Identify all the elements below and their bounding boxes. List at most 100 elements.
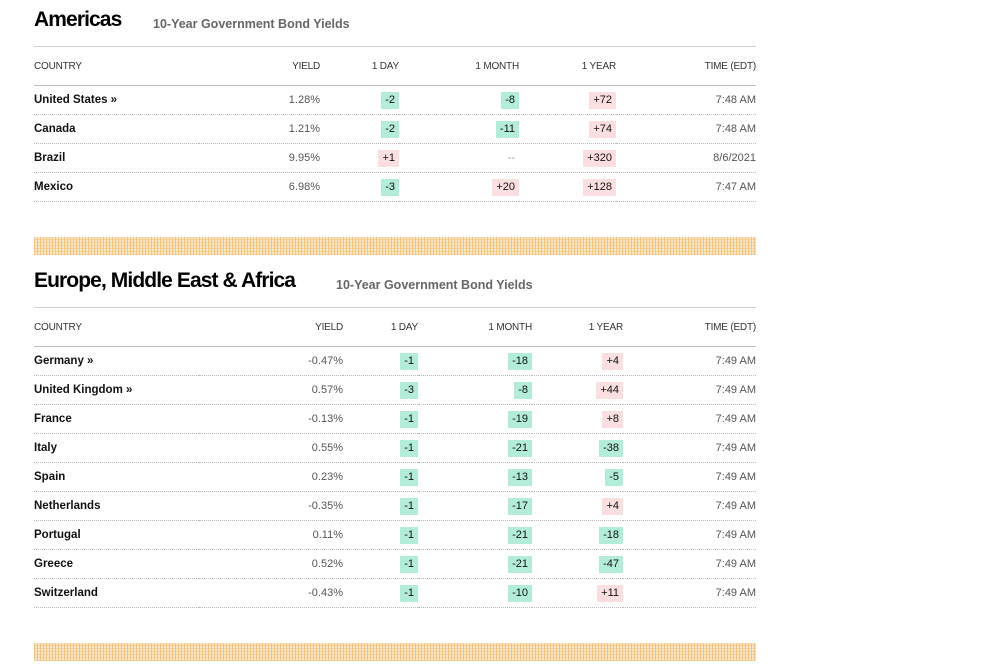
change-1-day-cell: -1 (343, 462, 418, 492)
country-name: Brazil (34, 143, 199, 173)
table-row[interactable]: Mexico 6.98% -3 +20 +128 7:47 AM (34, 172, 756, 202)
col-header-1-year[interactable]: 1 YEAR (519, 47, 616, 86)
change-1-day-cell: -1 (343, 520, 418, 550)
emea-section: Europe, Middle East & Africa 10-Year Gov… (34, 261, 756, 608)
country-link[interactable]: Germany » (34, 346, 199, 376)
emea-header: Europe, Middle East & Africa 10-Year Gov… (34, 261, 756, 308)
change-1-year-cell: -38 (532, 433, 623, 463)
table-row[interactable]: Italy 0.55% -1 -21 -38 7:49 AM (34, 433, 756, 463)
col-header-1-year[interactable]: 1 YEAR (532, 308, 623, 347)
table-row[interactable]: United States » 1.28% -2 -8 +72 7:48 AM (34, 85, 756, 115)
change-1-month-badge: +20 (492, 178, 519, 196)
yield-value: 1.21% (199, 114, 320, 144)
table-header-row: COUNTRY YIELD 1 DAY 1 MONTH 1 YEAR TIME … (34, 47, 756, 86)
change-1-month-cell: -11 (399, 114, 519, 144)
change-1-month-badge: -21 (508, 526, 532, 544)
section-divider-stripe (34, 237, 756, 255)
col-header-country[interactable]: COUNTRY (34, 47, 199, 86)
yield-value: -0.35% (199, 491, 343, 521)
col-header-yield[interactable]: YIELD (199, 47, 320, 86)
country-link[interactable]: United Kingdom » (34, 375, 199, 405)
col-header-time[interactable]: TIME (EDT) (616, 47, 756, 86)
change-1-month-cell: -8 (399, 85, 519, 115)
time-value: 7:49 AM (623, 404, 756, 434)
americas-header: Americas 10-Year Government Bond Yields (34, 0, 756, 47)
table-row[interactable]: France -0.13% -1 -19 +8 7:49 AM (34, 404, 756, 434)
time-value: 8/6/2021 (616, 143, 756, 173)
change-1-year-badge: +11 (597, 584, 623, 602)
country-name: Netherlands (34, 491, 199, 521)
change-1-year-cell: -47 (532, 549, 623, 579)
change-1-year-cell: +44 (532, 375, 623, 405)
time-value: 7:49 AM (623, 433, 756, 463)
americas-table-body: United States » 1.28% -2 -8 +72 7:48 AM Canada… (34, 85, 756, 202)
change-1-year-badge: +74 (589, 120, 616, 138)
change-1-year-cell: +4 (532, 346, 623, 376)
change-1-month-badge: -18 (508, 352, 532, 370)
col-header-time[interactable]: TIME (EDT) (623, 308, 756, 347)
change-1-month-cell: -- (399, 143, 519, 173)
change-1-year-cell: +4 (532, 491, 623, 521)
change-1-month-badge: -19 (508, 410, 532, 428)
table-row[interactable]: Brazil 9.95% +1 -- +320 8/6/2021 (34, 143, 756, 173)
change-1-month-badge: -8 (514, 381, 532, 399)
table-row[interactable]: Germany » -0.47% -1 -18 +4 7:49 AM (34, 346, 756, 376)
change-1-day-badge: -3 (381, 178, 399, 196)
change-1-month-cell: -8 (418, 375, 532, 405)
change-1-day-cell: -1 (343, 346, 418, 376)
change-1-day-cell: -1 (343, 404, 418, 434)
change-1-month-cell: -21 (418, 433, 532, 463)
change-1-year-badge: +8 (602, 410, 623, 428)
change-1-year-cell: +320 (519, 143, 616, 173)
col-header-yield[interactable]: YIELD (199, 308, 343, 347)
yield-value: 9.95% (199, 143, 320, 173)
yield-value: 0.11% (199, 520, 343, 550)
time-value: 7:49 AM (623, 578, 756, 608)
section-divider-stripe (34, 643, 756, 661)
table-row[interactable]: Switzerland -0.43% -1 -10 +11 7:49 AM (34, 578, 756, 608)
col-header-1-day[interactable]: 1 DAY (320, 47, 399, 86)
change-1-day-badge: -1 (400, 526, 418, 544)
col-header-country[interactable]: COUNTRY (34, 308, 199, 347)
change-1-year-badge: -47 (599, 555, 623, 573)
change-1-day-cell: -1 (343, 578, 418, 608)
section-subtitle: 10-Year Government Bond Yields (336, 278, 533, 292)
change-1-day-badge: -1 (400, 468, 418, 486)
change-1-month-cell: -21 (418, 520, 532, 550)
change-1-day-cell: +1 (320, 143, 399, 173)
change-1-day-cell: -1 (343, 491, 418, 521)
americas-bond-table: COUNTRY YIELD 1 DAY 1 MONTH 1 YEAR TIME … (34, 47, 756, 202)
change-1-month-badge: -21 (508, 555, 532, 573)
change-1-year-cell: +8 (532, 404, 623, 434)
col-header-1-day[interactable]: 1 DAY (343, 308, 418, 347)
change-1-day-badge: -1 (400, 497, 418, 515)
table-row[interactable]: Spain 0.23% -1 -13 -5 7:49 AM (34, 462, 756, 492)
change-1-day-badge: -1 (400, 584, 418, 602)
change-1-year-badge: +320 (583, 149, 616, 167)
change-1-day-badge: -1 (400, 352, 418, 370)
country-name: Switzerland (34, 578, 199, 608)
yield-value: 6.98% (199, 172, 320, 202)
col-header-1-month[interactable]: 1 MONTH (399, 47, 519, 86)
table-row[interactable]: United Kingdom » 0.57% -3 -8 +44 7:49 AM (34, 375, 756, 405)
table-row[interactable]: Netherlands -0.35% -1 -17 +4 7:49 AM (34, 491, 756, 521)
change-1-year-badge: -38 (599, 439, 623, 457)
section-title: Europe, Middle East & Africa (34, 269, 296, 292)
col-header-1-month[interactable]: 1 MONTH (418, 308, 532, 347)
country-name: Mexico (34, 172, 199, 202)
yield-value: 1.28% (199, 85, 320, 115)
yield-value: -0.13% (199, 404, 343, 434)
table-row[interactable]: Canada 1.21% -2 -11 +74 7:48 AM (34, 114, 756, 144)
change-1-year-badge: -18 (599, 526, 623, 544)
change-1-day-badge: -1 (400, 439, 418, 457)
change-1-day-cell: -3 (320, 172, 399, 202)
time-value: 7:49 AM (623, 549, 756, 579)
change-1-year-cell: +74 (519, 114, 616, 144)
country-link[interactable]: United States » (34, 85, 199, 115)
table-row[interactable]: Greece 0.52% -1 -21 -47 7:49 AM (34, 549, 756, 579)
table-row[interactable]: Portugal 0.11% -1 -21 -18 7:49 AM (34, 520, 756, 550)
change-1-day-badge: -2 (381, 120, 399, 138)
change-1-day-badge: +1 (378, 149, 399, 167)
change-1-day-cell: -1 (343, 433, 418, 463)
change-1-year-cell: +11 (532, 578, 623, 608)
